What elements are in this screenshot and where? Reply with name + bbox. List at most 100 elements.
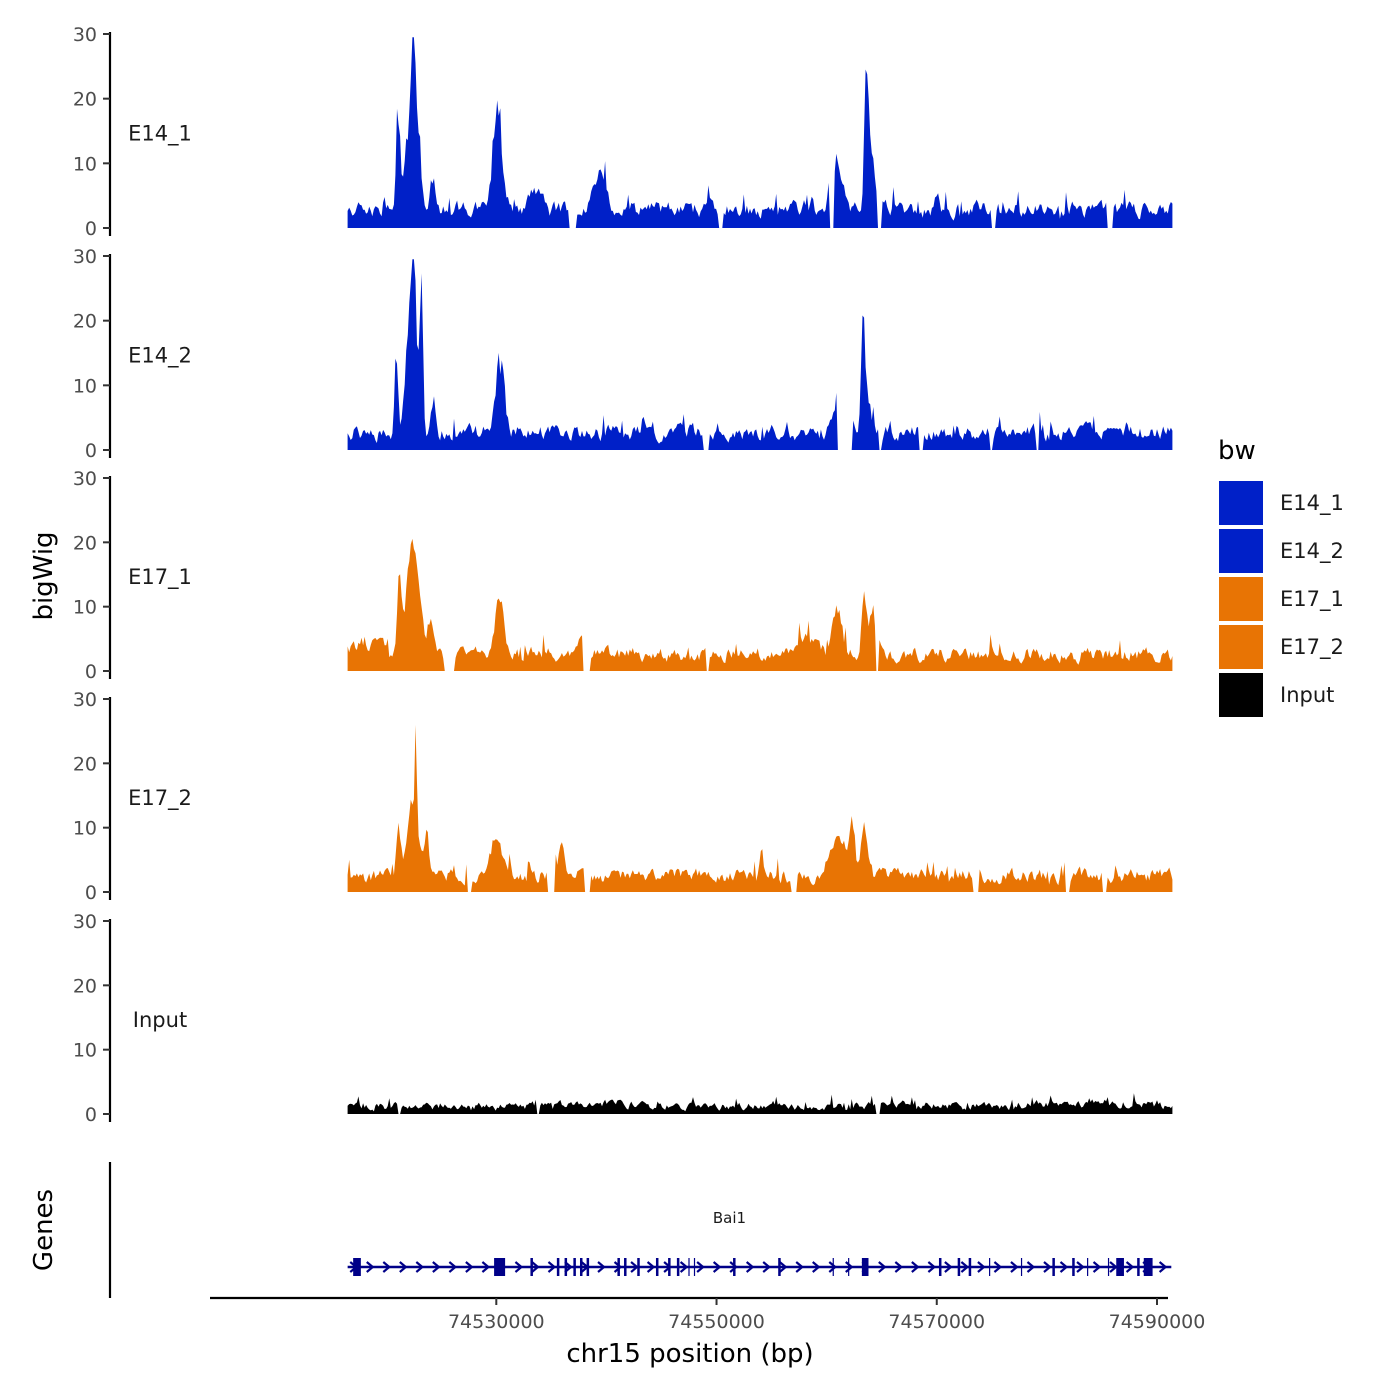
- strand-arrow-icon: [762, 1261, 771, 1273]
- strand-arrow-icon: [399, 1261, 408, 1273]
- strand-arrow-icon: [927, 1261, 937, 1273]
- exon-block: [676, 1258, 680, 1276]
- gene-track: Bai1: [108, 1162, 1172, 1298]
- exon-block: [573, 1258, 576, 1276]
- legend-label: E14_1: [1280, 491, 1344, 516]
- strand-arrow-icon: [696, 1261, 705, 1273]
- y-tick-label: 0: [85, 1104, 97, 1126]
- strand-arrow-icon: [1076, 1261, 1085, 1273]
- y-tick-label: 10: [73, 597, 97, 619]
- strand-arrow-icon: [828, 1261, 837, 1273]
- exon-block: [733, 1258, 736, 1276]
- legend-label: E17_2: [1280, 635, 1344, 660]
- y-tick-label: 30: [73, 468, 97, 490]
- x-tick-label: 74590000: [1109, 1311, 1206, 1333]
- x-axis-title: chr15 position (bp): [566, 1339, 813, 1369]
- signal-area-e14_1: [347, 37, 1173, 229]
- strand-arrow-icon: [448, 1261, 458, 1273]
- gene-name-label: Bai1: [713, 1209, 746, 1227]
- y-tick-label: 30: [73, 911, 97, 933]
- x-tick-label: 74530000: [448, 1311, 545, 1333]
- strand-arrow-icon: [729, 1261, 738, 1273]
- exon-block: [1143, 1258, 1153, 1276]
- y-tick-label: 10: [73, 375, 97, 397]
- exon-block: [637, 1258, 640, 1276]
- strand-arrow-icon: [911, 1261, 920, 1273]
- exon-block: [617, 1258, 620, 1276]
- strand-arrow-icon: [1109, 1261, 1118, 1273]
- strand-arrow-icon: [547, 1261, 557, 1273]
- exon-block: [1052, 1258, 1055, 1276]
- legend-key-e17_1: [1219, 577, 1263, 621]
- strand-arrow-icon: [1010, 1261, 1019, 1273]
- exon-block: [1072, 1258, 1075, 1276]
- legend-label: E14_2: [1280, 539, 1344, 564]
- track-label: Input: [133, 1008, 187, 1032]
- gene-track-title: Genes: [29, 1189, 59, 1271]
- strand-arrow-icon: [646, 1261, 656, 1273]
- strand-arrow-icon: [514, 1261, 524, 1273]
- exon-block: [668, 1258, 671, 1276]
- strand-arrow-icon: [795, 1261, 804, 1273]
- exon-block: [556, 1258, 560, 1276]
- exon-block: [353, 1258, 361, 1276]
- strand-arrow-icon: [1158, 1261, 1168, 1273]
- strand-arrow-icon: [745, 1261, 755, 1273]
- strand-arrow-icon: [778, 1261, 788, 1273]
- y-tick-label: 10: [73, 1040, 97, 1062]
- exon-block: [579, 1258, 583, 1276]
- y-tick-label: 0: [85, 218, 97, 240]
- legend-key-e14_2: [1219, 529, 1263, 573]
- exon-block: [968, 1258, 972, 1276]
- strand-arrow-icon: [1026, 1261, 1036, 1273]
- signal-area-e17_2: [347, 724, 1173, 892]
- signal-area-e17_1: [347, 538, 1173, 671]
- y-tick-label: 30: [73, 246, 97, 268]
- track-label: E17_2: [128, 786, 192, 811]
- exon-block: [530, 1258, 533, 1276]
- legend-key-input: [1219, 673, 1263, 717]
- track-label: E14_1: [128, 122, 192, 147]
- exon-block: [778, 1258, 781, 1276]
- y-tick-label: 0: [85, 440, 97, 462]
- exon-block: [586, 1258, 590, 1276]
- exon-block: [861, 1258, 869, 1276]
- strand-arrow-icon: [613, 1261, 623, 1273]
- exon-block: [564, 1258, 568, 1276]
- x-tick-label: 74550000: [668, 1311, 765, 1333]
- legend: bw E14_1 E14_2 E17_1 E17_2 Input: [1218, 436, 1344, 717]
- legend-key-e17_2: [1219, 625, 1263, 669]
- y-tick-label: 10: [73, 818, 97, 840]
- signal-area-e14_2: [347, 259, 1173, 450]
- exon-block: [1137, 1258, 1140, 1276]
- strand-arrow-icon: [712, 1261, 722, 1273]
- legend-key-e14_1: [1219, 481, 1263, 525]
- y-tick-label: 20: [73, 532, 97, 554]
- exon-block: [957, 1258, 961, 1276]
- strand-arrow-icon: [812, 1261, 821, 1273]
- strand-arrow-icon: [531, 1261, 540, 1273]
- y-tick-label: 30: [73, 24, 97, 46]
- strand-arrow-icon: [481, 1261, 491, 1273]
- strand-arrow-icon: [878, 1261, 887, 1273]
- exon-block: [494, 1258, 506, 1276]
- legend-title: bw: [1218, 436, 1256, 466]
- strand-arrow-icon: [1125, 1261, 1135, 1273]
- strand-arrow-icon: [993, 1261, 1003, 1273]
- legend-label: E17_1: [1280, 587, 1344, 612]
- strand-arrow-icon: [465, 1261, 474, 1273]
- strand-arrow-icon: [944, 1261, 953, 1273]
- strand-arrow-icon: [894, 1261, 904, 1273]
- legend-label: Input: [1280, 683, 1334, 707]
- strand-arrow-icon: [597, 1261, 606, 1273]
- strand-arrow-icon: [366, 1261, 375, 1273]
- exon-block: [938, 1258, 942, 1276]
- y-tick-label: 20: [73, 89, 97, 111]
- y-tick-label: 10: [73, 153, 97, 175]
- strand-arrow-icon: [382, 1261, 392, 1273]
- y-tick-label: 20: [73, 753, 97, 775]
- y-tick-label: 0: [85, 661, 97, 683]
- strand-arrow-icon: [630, 1261, 639, 1273]
- signal-area-input: [347, 1093, 1173, 1114]
